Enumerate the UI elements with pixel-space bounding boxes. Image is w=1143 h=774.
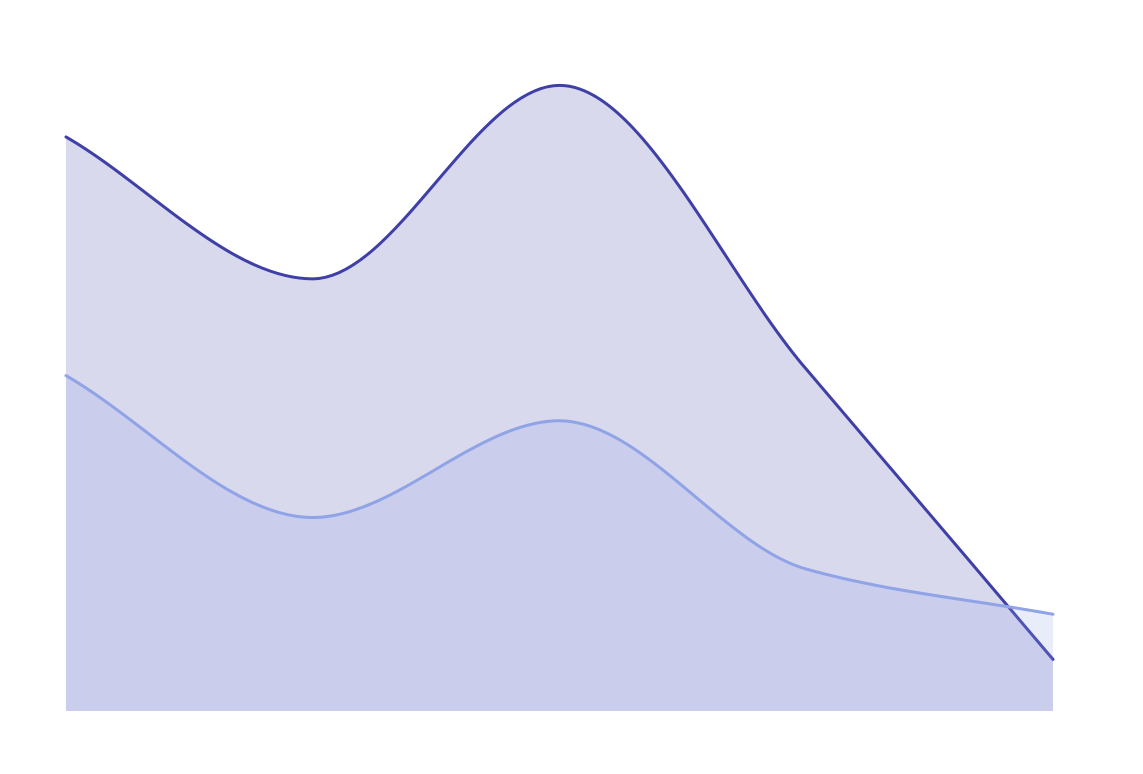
series-2-point-1[interactable] xyxy=(307,512,319,524)
series-1-area xyxy=(66,85,1053,712)
series-2-line xyxy=(64,374,1055,616)
series-2-area xyxy=(66,375,1053,711)
series-2-point-4[interactable] xyxy=(1047,608,1059,620)
series-1-point-0[interactable] xyxy=(60,131,72,143)
series-2-point-2[interactable] xyxy=(554,415,566,427)
series-2-point-0[interactable] xyxy=(60,370,72,382)
plot-area xyxy=(60,79,1059,712)
series-1-point-4[interactable] xyxy=(1047,653,1059,665)
series-2-point-3[interactable] xyxy=(800,563,812,575)
series-1-point-1[interactable] xyxy=(307,273,319,285)
series-1-line xyxy=(64,83,1055,661)
series-1-point-2[interactable] xyxy=(554,79,566,91)
series-1-point-3[interactable] xyxy=(800,363,812,375)
